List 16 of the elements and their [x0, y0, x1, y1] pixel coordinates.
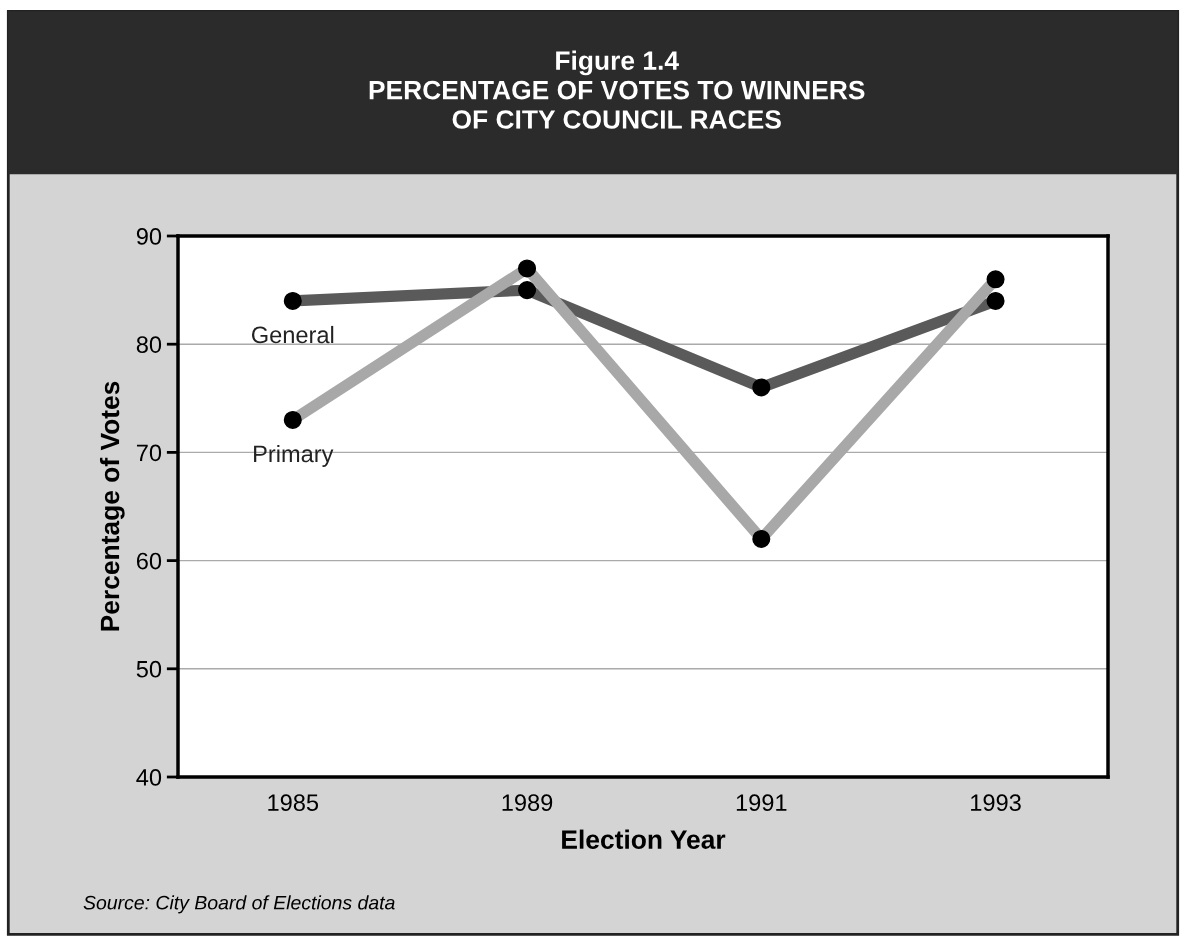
- x-tick-label: 1989: [502, 794, 553, 812]
- y-tick-label: 40: [136, 769, 162, 786]
- y-tick-label: 50: [136, 660, 162, 678]
- source-note: Source: City Board of Elections data: [83, 895, 395, 914]
- y-tick-label: 90: [136, 228, 162, 245]
- x-tick-label: 1993: [971, 794, 1021, 812]
- chart-title: Figure 1.4 PERCENTAGE OF VOTES TO WINNERS OF CITY COUNCIL RACES: [369, 50, 865, 129]
- y-axis-title: Percentage of Votes: [99, 381, 125, 631]
- x-axis-title: Election Year: [562, 829, 726, 849]
- y-tick-label: 60: [136, 552, 162, 570]
- x-tick-label: 1985: [268, 794, 319, 812]
- y-tick-label: 80: [136, 336, 162, 353]
- x-tick-label: 1991: [736, 794, 787, 812]
- series-label: Primary: [254, 444, 334, 467]
- y-tick-label: 70: [136, 444, 162, 462]
- series-label: General: [251, 325, 334, 344]
